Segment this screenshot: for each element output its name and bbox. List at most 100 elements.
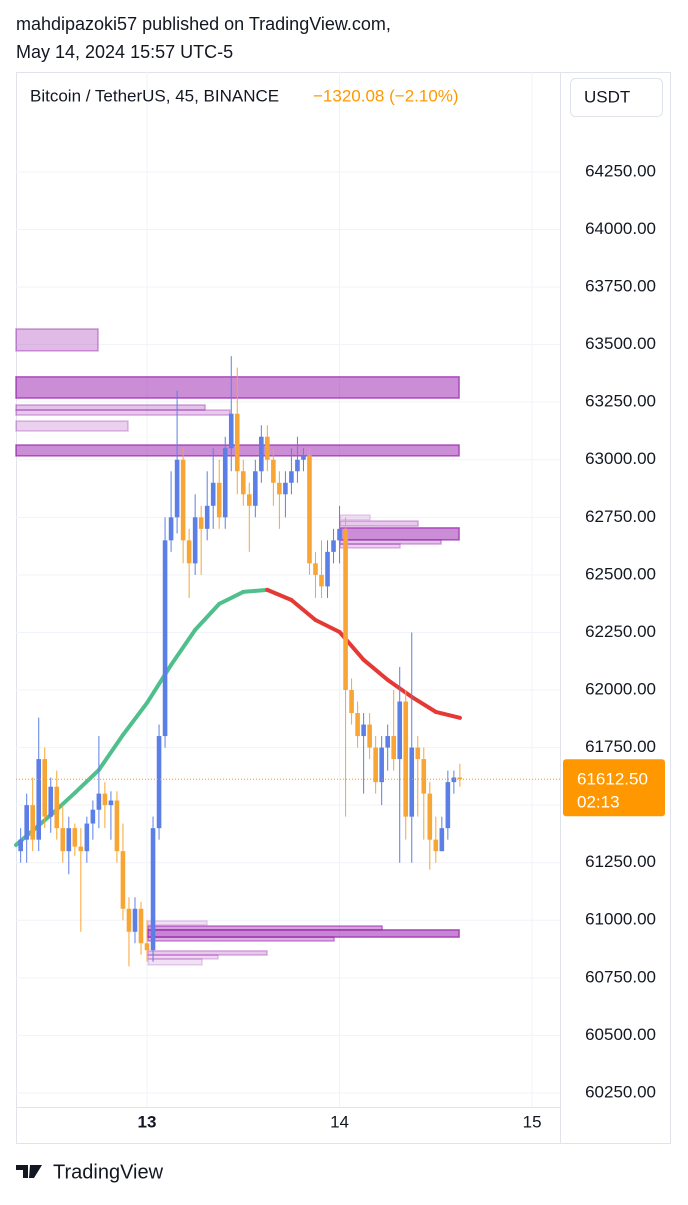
candle-body <box>210 482 216 506</box>
candle-body <box>48 786 54 817</box>
candle-body <box>379 747 384 783</box>
candle-body <box>138 908 144 944</box>
candle-body <box>60 828 66 852</box>
candle-body <box>367 724 372 748</box>
moving-average <box>289 597 318 623</box>
candle-body <box>36 759 42 840</box>
candle-body <box>373 747 378 783</box>
candle-body <box>198 517 204 529</box>
candle-body <box>439 828 445 852</box>
moving-average <box>361 657 390 682</box>
zone <box>147 920 208 926</box>
footer-brand: TradingView <box>53 1161 164 1183</box>
candle-body <box>445 782 451 829</box>
candle-body <box>415 747 421 760</box>
moving-average <box>145 662 174 705</box>
candle-body <box>204 505 210 529</box>
candle-body <box>289 471 294 483</box>
y-tick-label: 64250.00 <box>585 161 656 180</box>
candle-body <box>457 777 463 780</box>
candle-body <box>132 908 138 932</box>
zone <box>147 950 268 956</box>
candle-body <box>391 736 397 760</box>
candle-body <box>72 828 78 847</box>
candle-body <box>126 908 132 932</box>
candle-body <box>162 540 168 737</box>
last-price-label: 61612.50 <box>577 770 648 789</box>
x-tick-label: 14 <box>330 1112 349 1131</box>
candle-body <box>240 471 246 495</box>
y-tick-label: 62750.00 <box>585 507 656 526</box>
candle-body <box>283 482 288 495</box>
candle-body <box>271 459 276 483</box>
y-tick-label: 60750.00 <box>585 967 656 986</box>
candle-body <box>108 800 114 806</box>
zone <box>147 929 460 938</box>
candle-body <box>307 455 312 564</box>
candle-body <box>24 805 29 840</box>
candle-body <box>222 448 228 518</box>
candle-body <box>30 805 36 840</box>
candle-body <box>156 736 162 829</box>
candle-body <box>295 459 300 472</box>
candle-body <box>168 517 174 541</box>
y-tick-label: 61000.00 <box>585 910 656 929</box>
countdown-label: 02:13 <box>577 793 620 812</box>
zone <box>339 514 371 521</box>
candle-body <box>120 851 126 909</box>
candle-body <box>228 413 234 449</box>
moving-average <box>433 709 462 720</box>
y-tick-label: 61750.00 <box>585 737 656 756</box>
candle-body <box>102 793 108 806</box>
candle-body <box>265 436 270 460</box>
zone <box>15 409 231 416</box>
author-line: mahdipazoki57 published on TradingView.c… <box>16 14 391 34</box>
y-tick-label: 60250.00 <box>585 1082 656 1101</box>
y-tick-label: 63250.00 <box>585 392 656 411</box>
y-tick-label: 60500.00 <box>585 1025 656 1044</box>
y-tick-label: 63750.00 <box>585 277 656 296</box>
zone <box>339 539 442 545</box>
last-price-box <box>563 759 665 817</box>
currency-button[interactable] <box>570 78 663 117</box>
candle-body <box>247 494 252 506</box>
moving-average <box>409 694 438 714</box>
y-tick-label: 62000.00 <box>585 679 656 698</box>
date-line: May 14, 2024 15:57 UTC-5 <box>16 42 233 62</box>
candle-body <box>451 777 457 783</box>
moving-average <box>241 587 270 594</box>
candle-body <box>355 713 360 737</box>
moving-average <box>72 767 101 795</box>
candle-body <box>403 701 409 817</box>
moving-average <box>337 629 366 662</box>
zone <box>339 527 460 541</box>
zone <box>339 543 401 549</box>
x-tick-label: 13 <box>138 1112 157 1131</box>
candle-body <box>319 574 324 587</box>
candle-body <box>216 482 222 518</box>
candle-body <box>180 459 186 541</box>
candle-body <box>331 540 336 552</box>
logo <box>16 1165 42 1178</box>
candle-body <box>313 563 318 575</box>
candle-body <box>234 413 240 472</box>
currency-label[interactable]: USDT <box>584 87 630 106</box>
logo-icon <box>16 1165 42 1178</box>
candle-body <box>337 528 342 541</box>
candle-body <box>349 690 354 714</box>
candle-body <box>54 786 60 829</box>
candle-body <box>259 436 264 472</box>
candle-body <box>144 943 150 951</box>
zone <box>147 954 219 960</box>
y-tick-label: 61250.00 <box>585 852 656 871</box>
y-tick-label: 62500.00 <box>585 564 656 583</box>
candle-body <box>343 528 348 691</box>
moving-average <box>265 587 294 602</box>
moving-average <box>193 601 222 632</box>
symbol-label: Bitcoin / TetherUS, 45, BINANCE <box>30 86 279 105</box>
candle-body <box>84 823 90 852</box>
y-tick-label: 62250.00 <box>585 622 656 641</box>
candle-body <box>433 839 439 852</box>
candle-body <box>421 759 427 794</box>
candle-body <box>409 747 415 817</box>
